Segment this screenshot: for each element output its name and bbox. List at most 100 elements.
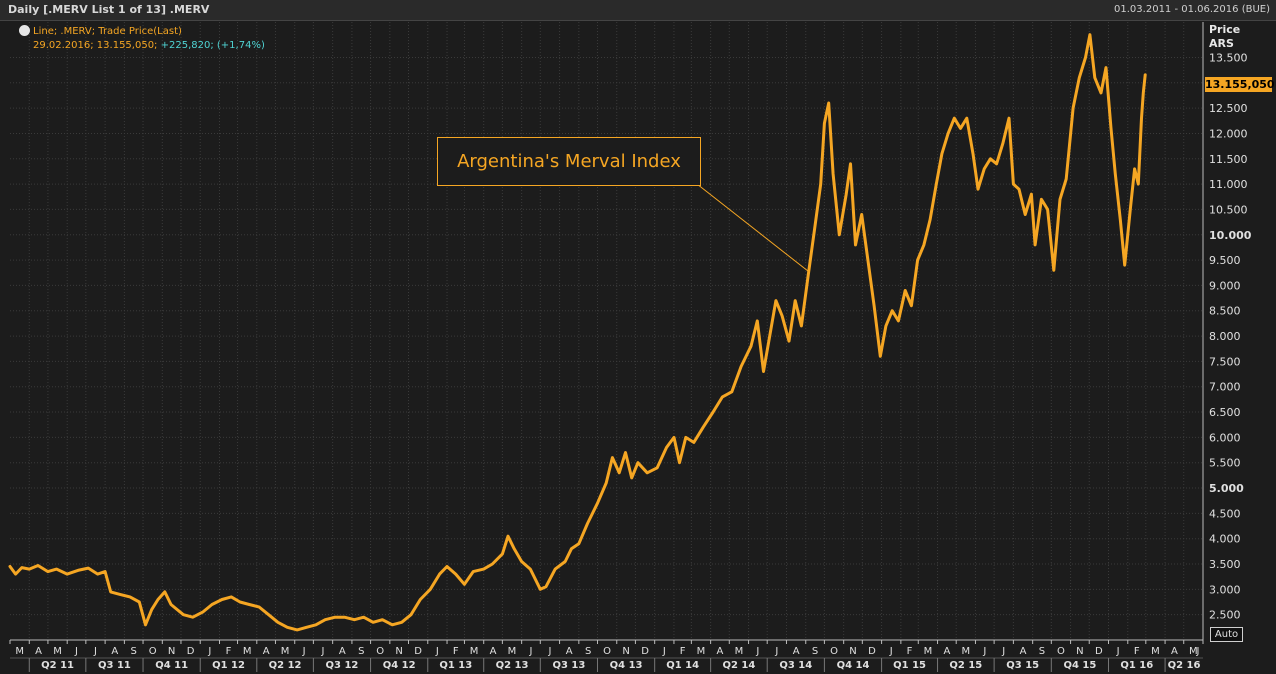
x-quarter-label: Q2 12: [269, 660, 302, 671]
x-quarter-label: Q1 12: [212, 660, 245, 671]
x-month-label: D: [641, 646, 649, 657]
x-quarter-label: Q1 14: [666, 660, 699, 671]
x-month-label: A: [263, 646, 270, 657]
x-month-label: D: [1095, 646, 1103, 657]
x-quarter-label: Q2 13: [496, 660, 529, 671]
x-month-label: M: [53, 646, 62, 657]
clock-icon[interactable]: [19, 25, 30, 36]
x-month-label: A: [1020, 646, 1027, 657]
x-month-label: F: [453, 646, 459, 657]
y-tick-label: 6.500: [1209, 406, 1241, 419]
x-month-label: A: [35, 646, 42, 657]
x-month-label: A: [339, 646, 346, 657]
x-month-label: N: [1076, 646, 1083, 657]
x-month-label: A: [490, 646, 497, 657]
x-quarter-label: Q3 11: [98, 660, 131, 671]
y-tick-label: 3.500: [1209, 558, 1241, 571]
x-month-label: M: [508, 646, 517, 657]
x-month-label: D: [414, 646, 422, 657]
y-tick-label: 11.500: [1209, 153, 1248, 166]
x-quarter-label: Q3 12: [326, 660, 359, 671]
currency-axis-label: ARS: [1209, 37, 1234, 50]
x-quarter-label: Q2 15: [949, 660, 982, 671]
x-month-label: S: [812, 646, 818, 657]
x-month-label: M: [697, 646, 706, 657]
x-month-label: S: [358, 646, 364, 657]
y-tick-label: 5.500: [1209, 457, 1241, 470]
x-month-label: S: [585, 646, 591, 657]
x-month-label: J: [889, 646, 893, 657]
x-quarter-label: Q2 16: [1168, 660, 1201, 671]
y-tick-label: 4.500: [1209, 507, 1241, 520]
x-month-label: J: [1196, 646, 1200, 657]
y-tick-label: 11.000: [1209, 178, 1248, 191]
x-month-label: J: [74, 646, 78, 657]
annotation-box: Argentina's Merval Index: [437, 137, 701, 186]
x-month-label: M: [15, 646, 24, 657]
y-tick-label: 8.000: [1209, 330, 1241, 343]
x-month-label: J: [435, 646, 439, 657]
x-month-label: M: [962, 646, 971, 657]
y-tick-label: 4.000: [1209, 533, 1241, 546]
x-month-label: J: [207, 646, 211, 657]
series-line-merv: [8, 33, 1147, 632]
x-month-label: M: [1151, 646, 1160, 657]
x-month-label: O: [603, 646, 611, 657]
annotation-leader-line: [696, 183, 809, 272]
x-quarter-label: Q4 15: [1063, 660, 1096, 671]
legend-change: +225,820; (+1,74%): [160, 40, 265, 51]
y-tick-label: 10.000: [1209, 229, 1252, 242]
last-value-badge: 13.155,050: [1205, 77, 1275, 92]
x-quarter-label: Q3 13: [552, 660, 585, 671]
x-quarter-label: Q2 11: [41, 660, 74, 671]
x-month-label: N: [849, 646, 856, 657]
x-month-label: J: [547, 646, 551, 657]
x-quarter-label: Q4 11: [155, 660, 188, 671]
x-month-label: N: [168, 646, 175, 657]
x-month-label: N: [395, 646, 402, 657]
y-tick-label: 8.500: [1209, 305, 1241, 318]
x-month-label: J: [774, 646, 778, 657]
x-month-label: A: [717, 646, 724, 657]
legend-last-value: 29.02.2016; 13.155,050;: [33, 40, 158, 51]
x-month-label: D: [187, 646, 195, 657]
x-month-label: J: [321, 646, 325, 657]
y-tick-label: 12.000: [1209, 127, 1248, 140]
x-month-label: J: [662, 646, 666, 657]
y-tick-label: 13.500: [1209, 51, 1248, 64]
x-month-label: M: [470, 646, 479, 657]
auto-scale-button[interactable]: Auto: [1210, 627, 1243, 642]
x-quarter-label: Q4 14: [837, 660, 870, 671]
legend-series: Line; .MERV; Trade Price(Last): [33, 26, 182, 37]
x-month-label: A: [793, 646, 800, 657]
x-month-label: M: [281, 646, 290, 657]
x-month-label: D: [868, 646, 876, 657]
y-tick-label: 9.000: [1209, 279, 1241, 292]
y-tick-label: 5.000: [1209, 482, 1244, 495]
x-month-label: A: [566, 646, 573, 657]
x-month-label: J: [755, 646, 759, 657]
x-quarter-label: Q3 14: [779, 660, 812, 671]
y-tick-label: 7.000: [1209, 381, 1241, 394]
x-quarter-label: Q1 16: [1120, 660, 1153, 671]
x-month-label: O: [149, 646, 157, 657]
x-month-label: F: [680, 646, 686, 657]
x-month-label: N: [622, 646, 629, 657]
x-quarter-label: Q4 13: [610, 660, 643, 671]
x-month-label: A: [943, 646, 950, 657]
x-month-label: M: [243, 646, 252, 657]
x-month-label: O: [376, 646, 384, 657]
y-tick-label: 10.500: [1209, 203, 1248, 216]
y-tick-label: 2.500: [1209, 609, 1241, 622]
x-quarter-label: Q3 15: [1006, 660, 1039, 671]
x-month-label: M: [1189, 646, 1198, 657]
x-month-label: J: [528, 646, 532, 657]
x-month-label: S: [131, 646, 137, 657]
plot-area: [10, 22, 1203, 640]
x-month-label: J: [1116, 646, 1120, 657]
y-tick-label: 6.000: [1209, 431, 1241, 444]
x-quarter-label: Q1 13: [439, 660, 472, 671]
legend-values: 29.02.2016; 13.155,050; +225,820; (+1,74…: [33, 40, 265, 51]
